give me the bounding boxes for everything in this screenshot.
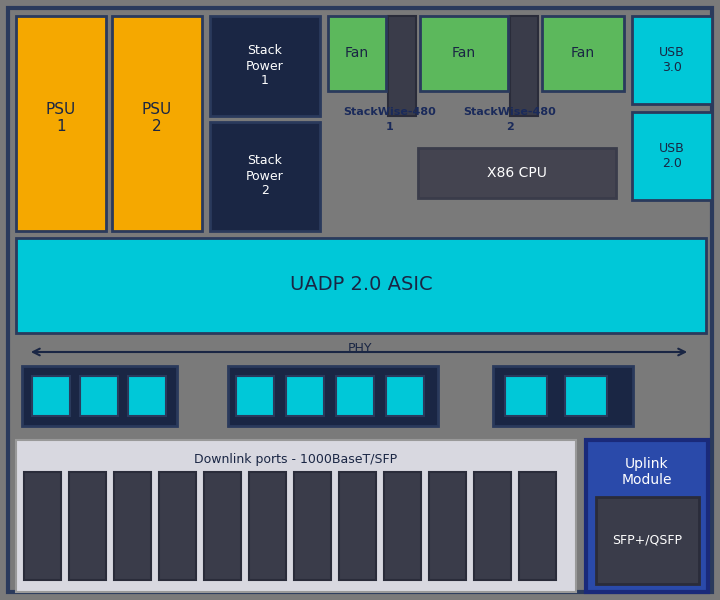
Bar <box>22 366 177 426</box>
Bar <box>128 376 166 416</box>
Bar <box>16 16 106 231</box>
Text: UADP 2.0 ASIC: UADP 2.0 ASIC <box>289 275 432 295</box>
Bar <box>519 472 556 580</box>
Text: USB
3.0: USB 3.0 <box>659 46 685 74</box>
Text: Stack
Power
2: Stack Power 2 <box>246 154 284 197</box>
Bar <box>204 472 241 580</box>
Text: Uplink
Module: Uplink Module <box>622 457 672 487</box>
Bar <box>286 376 324 416</box>
Bar <box>16 238 706 333</box>
Text: Fan: Fan <box>452 46 476 60</box>
Text: Fan: Fan <box>571 46 595 60</box>
Bar <box>112 16 202 231</box>
Bar <box>386 376 424 416</box>
Bar <box>339 472 376 580</box>
Bar <box>32 376 70 416</box>
Bar <box>429 472 466 580</box>
Bar <box>210 122 320 231</box>
Bar <box>24 472 61 580</box>
Bar <box>388 16 416 116</box>
Bar <box>493 366 633 426</box>
Text: USB
2.0: USB 2.0 <box>659 142 685 170</box>
Text: PSU
2: PSU 2 <box>142 102 172 134</box>
Bar <box>632 16 712 104</box>
Text: Fan: Fan <box>345 46 369 60</box>
Bar <box>510 16 538 116</box>
Bar <box>596 497 699 584</box>
Bar <box>565 376 607 416</box>
Bar <box>586 440 708 592</box>
Bar <box>294 472 331 580</box>
Bar <box>384 472 421 580</box>
Text: X86 CPU: X86 CPU <box>487 166 547 180</box>
Bar <box>632 112 712 200</box>
Bar <box>16 440 576 592</box>
Bar <box>80 376 118 416</box>
Text: 1: 1 <box>386 122 394 132</box>
Text: Downlink ports - 1000BaseT/SFP: Downlink ports - 1000BaseT/SFP <box>194 454 397 467</box>
Bar <box>505 376 547 416</box>
Text: Stack
Power
1: Stack Power 1 <box>246 44 284 88</box>
Text: PSU
1: PSU 1 <box>46 102 76 134</box>
Bar <box>542 16 624 91</box>
Text: SFP+/QSFP: SFP+/QSFP <box>612 533 682 547</box>
Bar <box>474 472 511 580</box>
Bar <box>336 376 374 416</box>
Bar <box>420 16 508 91</box>
Bar <box>114 472 151 580</box>
Bar <box>249 472 286 580</box>
Text: 2: 2 <box>506 122 514 132</box>
Bar <box>236 376 274 416</box>
Bar <box>328 16 386 91</box>
Bar <box>228 366 438 426</box>
Bar <box>210 16 320 116</box>
Bar <box>69 472 106 580</box>
Bar <box>418 148 616 198</box>
Text: StackWise-480: StackWise-480 <box>464 107 557 117</box>
Text: PHY: PHY <box>348 343 372 355</box>
Text: StackWise-480: StackWise-480 <box>343 107 436 117</box>
Bar <box>159 472 196 580</box>
